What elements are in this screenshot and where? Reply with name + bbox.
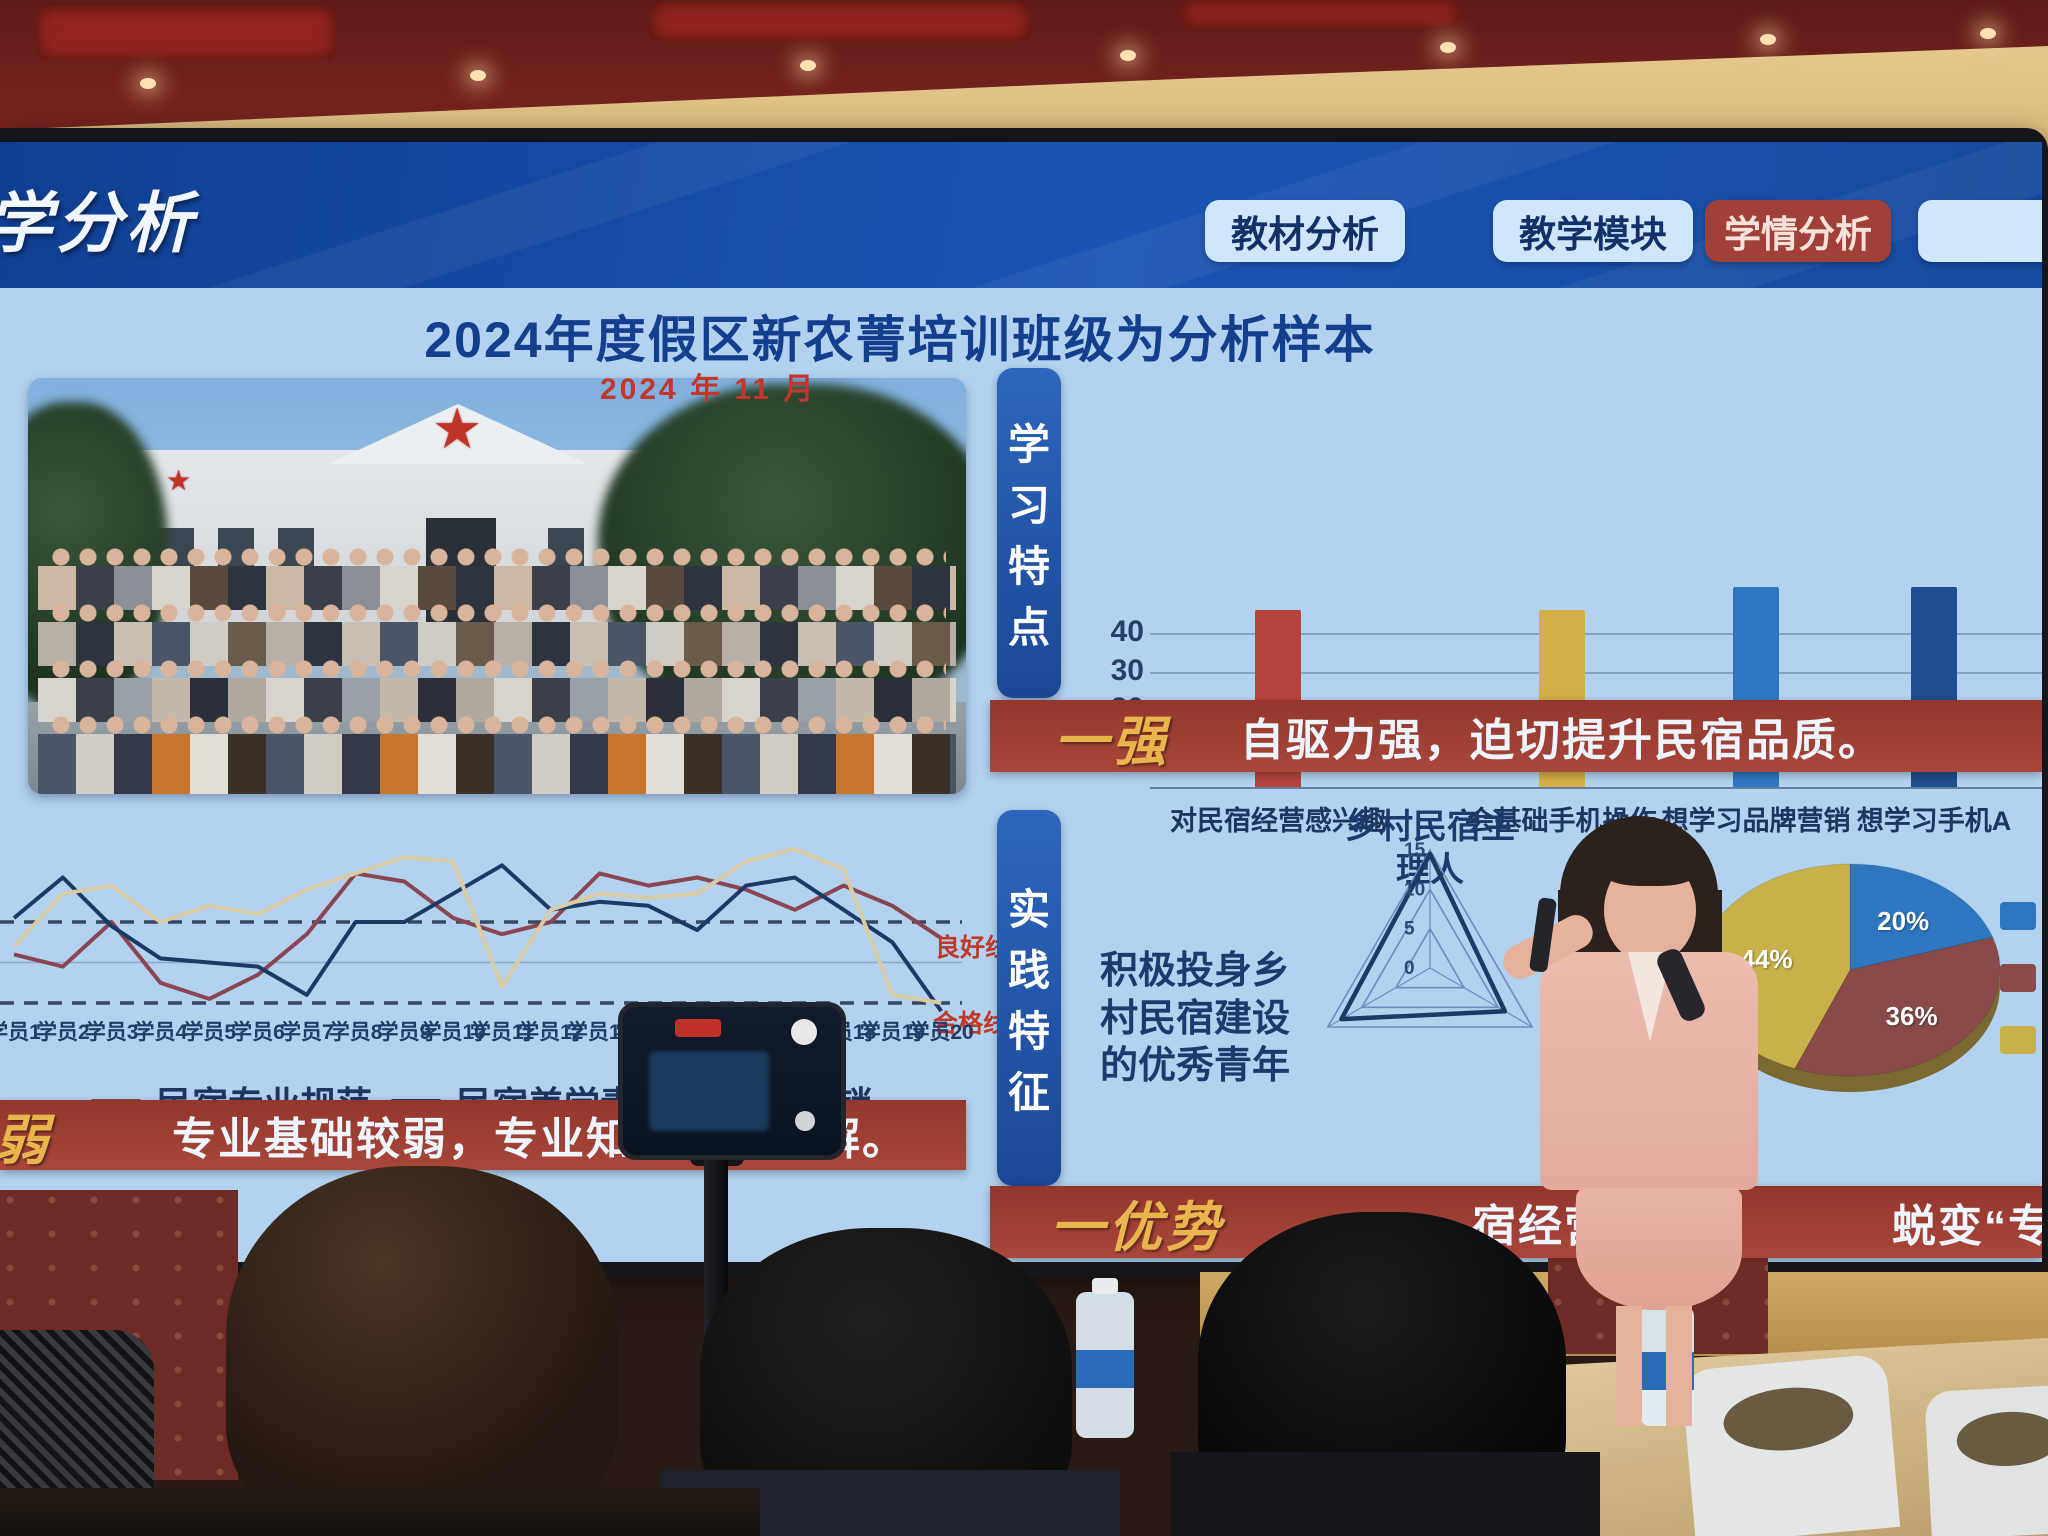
ceiling-panel <box>36 6 336 60</box>
bar-chart: 10203040对民宿经营感兴趣会基础手机操作想学习品牌营销想学习手机A <box>1080 388 2042 836</box>
svg-text:10: 10 <box>1404 879 1425 900</box>
water-bottle <box>1076 1278 1134 1438</box>
radar-chart: 15 10 5 0 <box>1240 818 1640 1118</box>
audience-shoulders-right <box>1170 1452 1600 1536</box>
x-label: 学员12 <box>518 1021 584 1044</box>
x-label: 学员2 <box>35 1021 90 1044</box>
x-label: 学员20 <box>908 1021 974 1044</box>
pie-slice-label: 36% <box>1885 1000 1938 1031</box>
downlight-icon <box>470 70 486 81</box>
advantage-band: 一优势 宿经营经验 蜕变“专业民宿 <box>990 1186 2042 1258</box>
photo-date-label: 2024 年 11 月 <box>600 373 817 406</box>
x-label: 学员1 <box>0 1021 41 1044</box>
x-label: 学员4 <box>133 1021 188 1044</box>
svg-text:5: 5 <box>1404 919 1415 940</box>
downlight-icon <box>1440 42 1456 53</box>
tab-learner-analysis-active[interactable]: 学情分析 <box>1705 200 1891 262</box>
phone[interactable] <box>618 1002 846 1160</box>
x-label: 学员9 <box>377 1021 432 1044</box>
x-label: 学员10 <box>420 1021 486 1044</box>
slide-header: 学分析 教材分析 教学模块 学情分析 <box>0 142 2042 288</box>
x-label: 学员3 <box>84 1021 139 1044</box>
record-badge <box>675 1019 721 1037</box>
chair-hole <box>1720 1382 1856 1456</box>
practice-ribbon-label: 实践特征 <box>1007 886 1050 1116</box>
photo-pediment <box>328 404 588 464</box>
svg-text:0: 0 <box>1404 958 1415 979</box>
strong-band-label: 一强 <box>1054 711 1170 772</box>
phone-control-dot[interactable] <box>795 1111 815 1131</box>
bottle-cap <box>1092 1278 1118 1294</box>
x-label: 学员6 <box>231 1021 285 1044</box>
presenter-bangs <box>1598 840 1702 886</box>
chair-back <box>1680 1353 1901 1536</box>
strong-band-text: 自驱力强，迫切提升民宿品质。 <box>1240 716 1884 765</box>
bar-y-tick: 40 <box>1110 615 1144 648</box>
downlight-icon <box>140 78 156 89</box>
pie-legend-swatch <box>2000 902 2036 930</box>
crowd-heads-row <box>48 602 946 624</box>
crowd-heads-row <box>48 546 946 568</box>
crowd-heads-row <box>48 714 946 736</box>
downlight-icon <box>1760 34 1776 45</box>
downlight-icon <box>800 60 816 71</box>
x-label: 学员7 <box>279 1021 334 1044</box>
pie-slice-label: 20% <box>1877 906 1930 937</box>
foreground-table-edge <box>0 1488 760 1536</box>
x-label: 学员11 <box>469 1021 535 1044</box>
camera-button[interactable] <box>791 1019 817 1045</box>
bar-category-label: 对民宿经营感兴趣 <box>1170 806 1386 836</box>
presenter-leg <box>1616 1306 1642 1426</box>
line-chart-x-labels: 学员1学员2学员3学员4学员5学员6学员7学员8学员9学员10学员11学员12学… <box>0 1016 975 1046</box>
downlight-icon <box>1120 50 1136 61</box>
red-star-icon: ★ <box>432 397 483 460</box>
chair-hole <box>1955 1409 2048 1469</box>
downlight-icon <box>1980 28 1996 39</box>
advantage-band-label: 一优势 <box>1050 1197 1224 1258</box>
pie-legend-swatch <box>2000 1026 2036 1054</box>
bar-gridline <box>1150 633 2042 635</box>
presenter-leg <box>1666 1306 1692 1426</box>
crowd-heads-row <box>48 658 946 680</box>
slide: 学分析 教材分析 教学模块 学情分析 2024年度假区新农菁培训班级为分析样本 … <box>0 142 2042 1262</box>
ceiling-panel <box>650 2 1030 42</box>
x-label: 学员8 <box>328 1021 383 1044</box>
red-star-icon: ★ <box>166 465 192 496</box>
bar-category-label: 想学习手机A <box>1856 806 2012 836</box>
chair-back <box>1924 1383 2048 1536</box>
tab-teaching-modules[interactable]: 教学模块 <box>1493 200 1693 262</box>
bottle-label-blue <box>1076 1350 1134 1388</box>
slide-title: 2024年度假区新农菁培训班级为分析样本 <box>424 312 1376 368</box>
practice-ribbon: 实践特征 <box>997 810 1061 1186</box>
phone-preview <box>649 1051 769 1131</box>
bar-gridline <box>1150 671 2042 674</box>
bar-y-tick: 30 <box>1110 653 1144 687</box>
bar-baseline <box>1150 787 2042 789</box>
study-ribbon: 学习特点 <box>997 368 1061 698</box>
tab-textbook-analysis[interactable]: 教材分析 <box>1205 200 1405 262</box>
bar-category-label: 想学习品牌营销 <box>1661 806 1851 836</box>
x-label: 学员19 <box>859 1021 926 1044</box>
tab-cut-off[interactable] <box>1918 200 2042 262</box>
presenter-skirt <box>1576 1188 1742 1310</box>
advantage-band-text-fragment2: 蜕变“专业民宿 <box>1892 1202 2042 1251</box>
group-photo: ★ ★ ★ <box>28 378 966 794</box>
pie-legend-swatch <box>2000 964 2036 992</box>
weak-band-label: 弱 <box>0 1096 52 1175</box>
audience-head-left <box>226 1166 618 1536</box>
crowd-bodies-row <box>38 734 956 794</box>
x-label: 学员5 <box>182 1021 237 1044</box>
header-title-fragment: 学分析 <box>0 186 196 260</box>
ceiling-panel <box>1180 0 1460 28</box>
study-ribbon-label: 学习特点 <box>1007 421 1050 651</box>
ref-line-pass-label: 合格线 <box>933 1010 1009 1038</box>
strong-band: 一强 自驱力强，迫切提升民宿品质。 <box>990 700 2042 772</box>
svg-text:15: 15 <box>1404 840 1426 861</box>
x-label: 学员13 <box>566 1021 633 1044</box>
radar-axis-left-label: 积极投身乡 村民宿建设 的优秀青年 <box>1100 950 1291 1087</box>
